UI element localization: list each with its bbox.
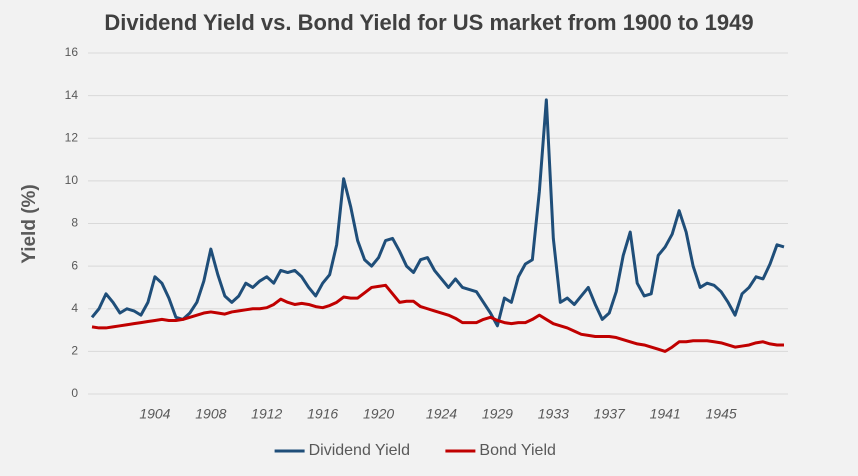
series-line (91, 283, 784, 353)
x-tick-label: 1937 (594, 406, 626, 422)
chart-title: Dividend Yield vs. Bond Yield for US mar… (104, 10, 753, 35)
x-tick-label: 1908 (195, 406, 226, 422)
x-tick-label: 1904 (139, 406, 170, 422)
x-tick-label: 1916 (307, 406, 338, 422)
y-tick-label: 2 (71, 344, 78, 358)
x-tick-label: 1945 (706, 406, 737, 422)
y-tick-label: 14 (65, 88, 79, 102)
legend-label: Bond Yield (479, 442, 556, 459)
x-tick-label: 1924 (426, 406, 457, 422)
x-tick-label: 1912 (251, 406, 282, 422)
y-tick-label: 10 (65, 173, 79, 187)
y-tick-label: 4 (71, 301, 78, 315)
y-tick-label: 12 (65, 130, 79, 144)
x-tick-label: 1941 (650, 406, 681, 422)
x-tick-label: 1933 (538, 406, 569, 422)
legend-label: Dividend Yield (309, 442, 410, 459)
y-axis-label: Yield (%) (19, 184, 40, 264)
y-tick-label: 16 (65, 45, 79, 59)
x-tick-label: 1920 (363, 406, 394, 422)
y-tick-label: 6 (71, 258, 78, 272)
y-tick-label: 0 (71, 386, 78, 400)
x-tick-label: 1929 (482, 406, 513, 422)
series-line (90, 98, 785, 328)
y-tick-label: 8 (71, 216, 78, 230)
